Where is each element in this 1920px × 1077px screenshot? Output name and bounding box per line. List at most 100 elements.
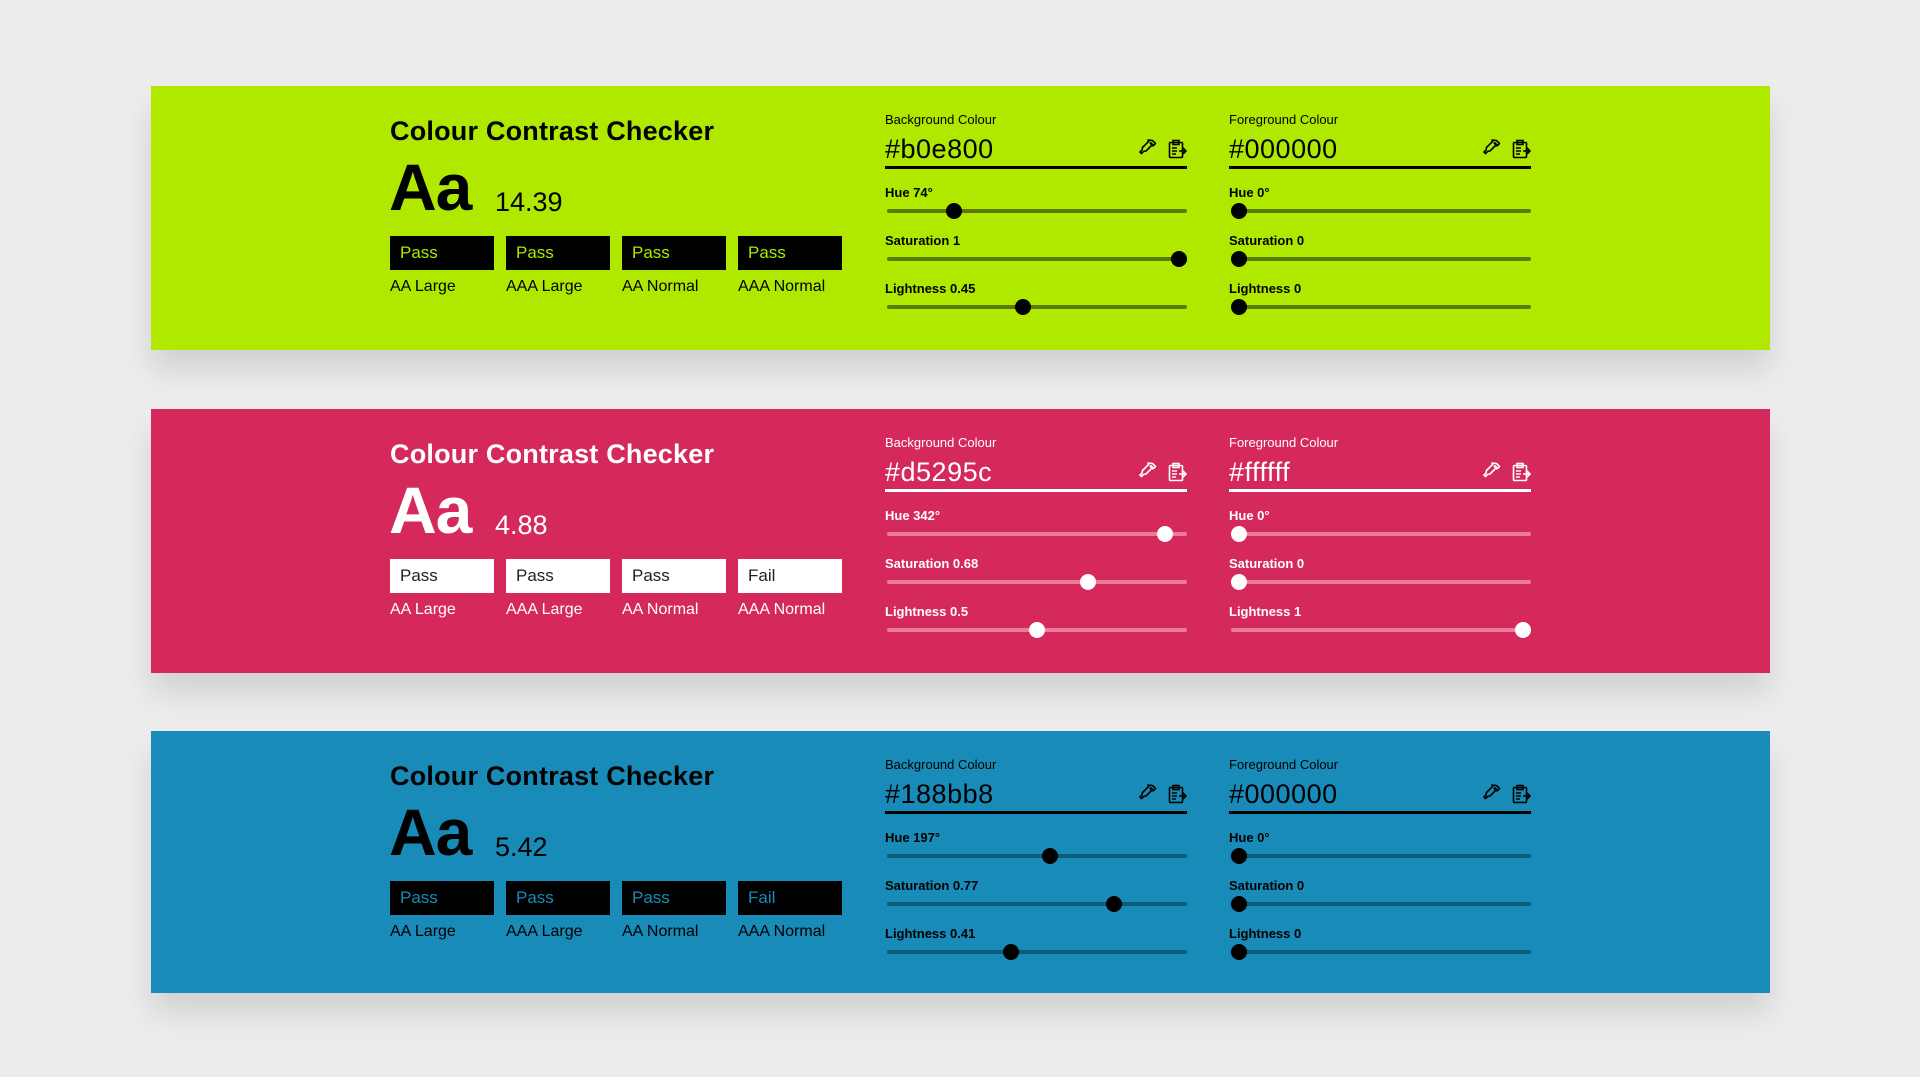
bg-hex-field[interactable]: #b0e800 (885, 132, 1187, 169)
eyedropper-icon[interactable] (1483, 462, 1501, 482)
fg-saturation-thumb[interactable] (1231, 574, 1247, 590)
bg-hue-track[interactable] (887, 203, 1187, 219)
fg-saturation-track[interactable] (1231, 896, 1531, 912)
fg-hex-field[interactable]: #000000 (1229, 132, 1531, 169)
bg-hue-track[interactable] (887, 526, 1187, 542)
fg-lightness-slider: Lightness 0 (1229, 926, 1531, 974)
fg-lightness-thumb[interactable] (1231, 299, 1247, 315)
contrast-ratio: 14.39 (495, 187, 563, 217)
bg-saturation-thumb[interactable] (1171, 251, 1187, 267)
badge-aa-normal: Pass (622, 881, 726, 915)
fg-hue-thumb[interactable] (1231, 203, 1247, 219)
fg-hex-value[interactable]: #ffffff (1229, 457, 1291, 487)
fg-saturation-thumb[interactable] (1231, 896, 1247, 912)
bg-hue-track[interactable] (887, 848, 1187, 864)
bg-lightness-thumb[interactable] (1029, 622, 1045, 638)
bg-hex-field[interactable]: #188bb8 (885, 777, 1187, 814)
bg-hue-slider: Hue 342° (885, 508, 1187, 556)
bg-lightness-track[interactable] (887, 944, 1187, 960)
fg-hue-track[interactable] (1231, 203, 1531, 219)
fg-hue-track[interactable] (1231, 526, 1531, 542)
bg-lightness-label: Lightness 0.41 (885, 926, 976, 941)
bg-hue-thumb[interactable] (1156, 526, 1173, 542)
bg-lightness-track[interactable] (887, 299, 1187, 315)
bg-lightness-thumb[interactable] (1014, 299, 1031, 315)
bg-lightness-slider: Lightness 0.5 (885, 604, 1187, 652)
eyedropper-icon[interactable] (1139, 139, 1157, 159)
badge-aa-normal: Pass (622, 236, 726, 270)
bg-hex-value[interactable]: #d5295c (885, 457, 993, 487)
bg-hex-actions (1139, 462, 1187, 482)
fg-hex-actions (1483, 139, 1531, 159)
bg-saturation-label: Saturation 0.77 (885, 878, 979, 893)
fg-hex-field[interactable]: #000000 (1229, 777, 1531, 814)
bg-hue-thumb[interactable] (1042, 848, 1059, 864)
bg-saturation-thumb[interactable] (1105, 896, 1122, 912)
fg-hue-thumb[interactable] (1231, 848, 1247, 864)
fg-hue-thumb[interactable] (1231, 526, 1247, 542)
fg-lightness-label: Lightness 1 (1229, 604, 1302, 619)
badge-aaa-normal: Fail (738, 881, 842, 915)
fg-lightness-track[interactable] (1231, 299, 1531, 315)
bg-hue-label: Hue 342° (885, 508, 941, 523)
fg-hue-label: Hue 0° (1229, 508, 1270, 523)
paste-clipboard-icon[interactable] (1167, 784, 1187, 804)
bg-colour-label: Background Colour (885, 757, 997, 772)
panel-title: Colour Contrast Checker (390, 761, 715, 791)
fg-lightness-track[interactable] (1231, 622, 1531, 638)
fg-hue-track[interactable] (1231, 848, 1531, 864)
bg-saturation-thumb[interactable] (1080, 574, 1097, 590)
fg-saturation-thumb[interactable] (1231, 251, 1247, 267)
badge-aa-large: Pass (390, 559, 494, 593)
eyedropper-icon[interactable] (1139, 784, 1157, 804)
fg-hex-value[interactable]: #000000 (1229, 134, 1338, 164)
background-colour-group: Background Colour #188bb8 Hue 197° Saturati… (885, 757, 1187, 974)
badge-aaa-large: Pass (506, 559, 610, 593)
bg-saturation-track[interactable] (887, 251, 1187, 267)
fg-hex-value[interactable]: #000000 (1229, 779, 1338, 809)
label-aaa-large: AAA Large (506, 601, 583, 618)
eyedropper-icon[interactable] (1483, 139, 1501, 159)
fg-lightness-slider: Lightness 0 (1229, 281, 1531, 329)
paste-clipboard-icon[interactable] (1167, 139, 1187, 159)
paste-clipboard-icon[interactable] (1167, 462, 1187, 482)
fg-lightness-thumb[interactable] (1231, 944, 1247, 960)
badge-aaa-normal: Pass (738, 236, 842, 270)
foreground-colour-group: Foreground Colour #000000 Hue 0° Saturation… (1229, 112, 1531, 329)
bg-hue-thumb[interactable] (945, 203, 962, 219)
fg-lightness-track[interactable] (1231, 944, 1531, 960)
eyedropper-icon[interactable] (1139, 462, 1157, 482)
bg-hex-field[interactable]: #d5295c (885, 455, 1187, 492)
paste-clipboard-icon[interactable] (1511, 784, 1531, 804)
label-aa-normal: AA Normal (622, 278, 699, 295)
background-colour-group: Background Colour #b0e800 Hue 74° Saturatio… (885, 112, 1187, 329)
fg-hex-field[interactable]: #ffffff (1229, 455, 1531, 492)
fg-lightness-thumb[interactable] (1515, 622, 1531, 638)
label-aaa-large: AAA Large (506, 923, 583, 940)
fg-hue-label: Hue 0° (1229, 185, 1270, 200)
fg-hex-actions (1483, 784, 1531, 804)
bg-lightness-thumb[interactable] (1003, 944, 1020, 960)
paste-clipboard-icon[interactable] (1511, 462, 1531, 482)
fg-saturation-track[interactable] (1231, 574, 1531, 590)
fg-hue-slider: Hue 0° (1229, 508, 1531, 556)
fg-colour-label: Foreground Colour (1229, 757, 1339, 772)
bg-saturation-track[interactable] (887, 896, 1187, 912)
bg-hex-value[interactable]: #b0e800 (885, 134, 994, 164)
bg-lightness-slider: Lightness 0.45 (885, 281, 1187, 329)
fg-saturation-label: Saturation 0 (1229, 878, 1305, 893)
paste-clipboard-icon[interactable] (1511, 139, 1531, 159)
bg-lightness-track[interactable] (887, 622, 1187, 638)
badge-aaa-large: Pass (506, 881, 610, 915)
panel-title: Colour Contrast Checker (390, 439, 715, 469)
fg-saturation-track[interactable] (1231, 251, 1531, 267)
bg-lightness-slider: Lightness 0.41 (885, 926, 1187, 974)
background-colour-group: Background Colour #d5295c Hue 342° Saturati… (885, 435, 1187, 652)
badge-aaa-large: Pass (506, 236, 610, 270)
bg-hue-label: Hue 197° (885, 830, 941, 845)
fg-saturation-slider: Saturation 0 (1229, 233, 1531, 281)
bg-saturation-track[interactable] (887, 574, 1187, 590)
bg-hex-value[interactable]: #188bb8 (885, 779, 994, 809)
badge-aa-large: Pass (390, 881, 494, 915)
eyedropper-icon[interactable] (1483, 784, 1501, 804)
